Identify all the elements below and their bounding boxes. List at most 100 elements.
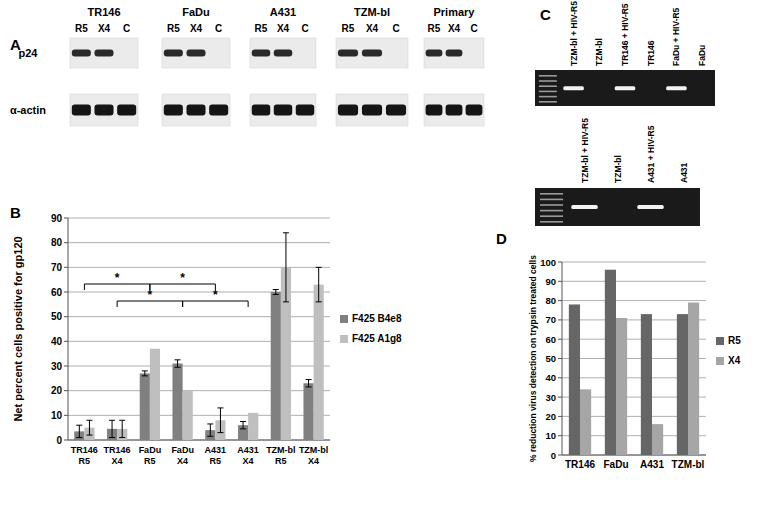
tick-label: 90 [51, 213, 63, 224]
category-label-line: R5 [210, 456, 222, 466]
lane-label: FaDu [697, 45, 707, 66]
tick-label: 20 [545, 411, 556, 422]
band [362, 105, 382, 116]
tick-label: 40 [545, 372, 556, 383]
band [186, 105, 205, 116]
category-label-line: FaDu [139, 445, 162, 455]
lane-label: TZM-bl + HIV-R5 [569, 1, 579, 66]
group-label: Primary [434, 6, 476, 18]
tick-label: 50 [51, 311, 63, 322]
background [0, 0, 772, 508]
error-bar [76, 425, 82, 437]
bar [605, 270, 616, 455]
y-axis-label: Net percent cells positive for gp120 [12, 236, 24, 421]
plot-marks [569, 270, 699, 455]
tick-label: 30 [51, 361, 63, 372]
tick-label: 30 [545, 392, 556, 403]
bar [641, 314, 652, 455]
error-bar [207, 424, 213, 436]
error-bar [273, 290, 279, 295]
error-bar [316, 267, 322, 302]
bar [688, 303, 699, 455]
tick [558, 435, 562, 436]
bar [183, 391, 193, 440]
panel-label: C [540, 6, 551, 23]
lane-label: R5 [428, 23, 441, 34]
blot-strip [70, 94, 138, 126]
blot-strip [162, 94, 230, 126]
category-label-line: X4 [308, 456, 319, 466]
band [72, 50, 91, 57]
grid-line [562, 300, 706, 301]
blot-strip [336, 38, 408, 68]
band [117, 105, 136, 116]
ladder-band [539, 75, 557, 77]
lane-label: X4 [448, 23, 461, 34]
lane-label: X4 [98, 23, 111, 34]
ladder-band [539, 85, 557, 87]
category-label: FaDu [604, 459, 629, 470]
tick [558, 339, 562, 340]
lane-label: C [123, 23, 130, 34]
band [426, 50, 443, 57]
annotation: * [180, 271, 185, 285]
bar [303, 383, 313, 440]
category-label-line: R5 [144, 456, 156, 466]
lane-label: TR146 [646, 40, 656, 66]
tick [64, 218, 68, 219]
category-label-line: R5 [79, 456, 91, 466]
tick [558, 397, 562, 398]
band [446, 50, 463, 57]
error-bar [119, 420, 125, 437]
tick [64, 390, 68, 391]
blot-strip [250, 94, 316, 126]
tick [558, 455, 562, 456]
tick [558, 281, 562, 282]
category-label: FaDuX4 [171, 445, 194, 466]
lane-label: C [301, 23, 308, 34]
tick-label: 10 [51, 410, 63, 421]
bar [677, 314, 688, 455]
tick [558, 300, 562, 301]
grid-line [562, 281, 706, 282]
tick [558, 416, 562, 417]
band [164, 50, 183, 57]
tick-label: 10 [545, 430, 556, 441]
tick [558, 358, 562, 359]
category-label: A431X4 [237, 445, 259, 466]
tick-label: 90 [545, 276, 556, 287]
error-bar [86, 420, 92, 435]
category-label: A431R5 [205, 445, 227, 466]
blot-strip [70, 38, 138, 68]
annotation: * [213, 288, 218, 302]
bar [652, 424, 663, 455]
lane-label: C [215, 23, 222, 34]
blot-strip [250, 38, 316, 68]
category-label: TZM-bl [672, 459, 705, 470]
tick-label: 0 [551, 450, 556, 461]
category-label: TR146X4 [104, 445, 131, 466]
tick-label: 20 [51, 385, 63, 396]
lane-label: FaDu + HIV-R5 [671, 7, 681, 66]
lane-label: X4 [190, 23, 203, 34]
band [186, 50, 205, 57]
band [338, 105, 358, 116]
lane-label: X4 [366, 23, 379, 34]
band [164, 105, 183, 116]
plot-marks [74, 233, 324, 440]
error-bar [142, 371, 148, 376]
ladder-band [539, 101, 557, 103]
band [338, 50, 358, 57]
category-label-line: X4 [112, 456, 123, 466]
row-label: α-actin [10, 104, 46, 116]
ladder-band [539, 91, 557, 93]
category-label-line: TR146 [71, 445, 98, 455]
tick [64, 440, 68, 441]
tick-label: 60 [545, 334, 556, 345]
band [571, 205, 597, 209]
category-label-line: TZM-bl [672, 459, 705, 470]
ladder-band [540, 204, 563, 206]
annotation: * [115, 271, 120, 285]
lane-label: A431 [679, 162, 689, 183]
legend-label: F425 A1g8 [352, 333, 402, 344]
